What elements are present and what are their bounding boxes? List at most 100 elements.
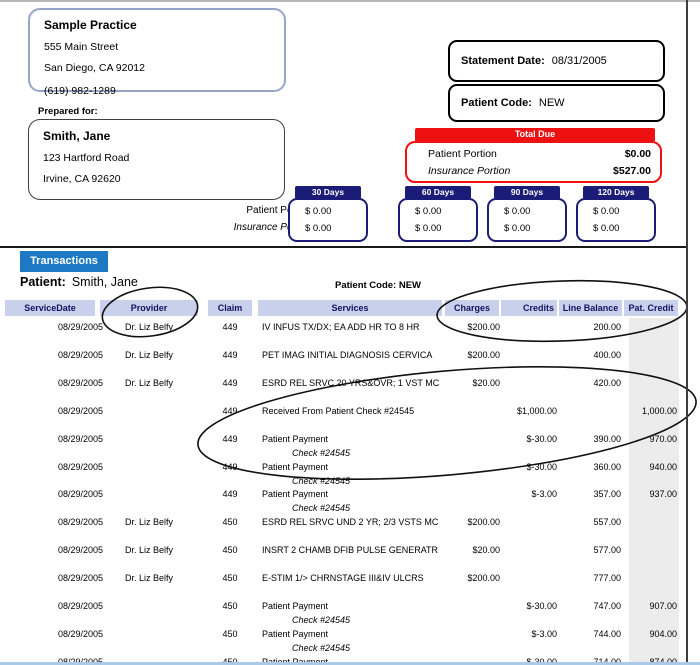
cell-service-date: 08/29/2005 xyxy=(58,349,104,360)
cell-line-balance: 400.00 xyxy=(593,349,621,360)
table-row: 08/29/2005 Dr. Liz Belfy 449 IV INFUS TX… xyxy=(0,320,700,348)
column-header-credits: Credits xyxy=(501,300,557,316)
cell-service-date: 08/29/2005 xyxy=(58,489,104,500)
cell-claim: 449 xyxy=(222,489,238,500)
cell-credits: $-30.00 xyxy=(526,433,557,444)
patient-address-box: Smith, Jane 123 Hartford Road Irvine, CA… xyxy=(28,119,285,200)
cell-service-date: 08/29/2005 xyxy=(58,601,104,611)
transactions-patient-code: Patient Code: NEW xyxy=(335,280,422,291)
table-row: 08/29/2005 450 Patient Payment Check #24… xyxy=(0,655,700,665)
cell-service: Patient Payment xyxy=(262,433,329,444)
column-header-claim: Claim xyxy=(208,300,252,316)
cell-line-balance: 557.00 xyxy=(593,517,621,528)
aging-bucket-box: $ 0.00 $ 0.00 xyxy=(576,198,656,242)
cell-provider: Dr. Liz Belfy xyxy=(124,322,173,332)
cell-pat-credit: 940.00 xyxy=(649,461,677,472)
total-due-insurance-label: Insurance Portion xyxy=(428,165,511,177)
cell-credits: $-3.00 xyxy=(531,489,557,500)
aging-insurance-label: Insurance Portion xyxy=(233,222,312,233)
aging-bucket-label: 30 Days xyxy=(295,186,361,198)
cell-line-balance: 577.00 xyxy=(593,545,621,556)
cell-check-note: Check #24545 xyxy=(292,503,351,514)
cell-credits: $-30.00 xyxy=(526,601,557,611)
cell-credits: $1,000.00 xyxy=(516,405,557,416)
cell-pat-credit: 907.00 xyxy=(649,601,677,611)
aging-patient-label: Patient Portion xyxy=(246,205,312,216)
cell-line-balance: 357.00 xyxy=(593,489,621,500)
cell-charges: $200.00 xyxy=(467,573,500,584)
cell-provider: Dr. Liz Belfy xyxy=(124,573,173,584)
cell-line-balance: 714.00 xyxy=(593,656,621,665)
cell-pat-credit: 874.00 xyxy=(649,656,677,665)
cell-line-balance: 420.00 xyxy=(593,377,621,388)
cell-service-date: 08/29/2005 xyxy=(58,433,104,444)
cell-service: Patient Payment xyxy=(262,489,329,500)
cell-provider: Dr. Liz Belfy xyxy=(124,517,173,528)
aging-bucket-label: 120 Days xyxy=(583,186,649,198)
tab-transactions[interactable]: Transactions xyxy=(20,251,108,272)
cell-provider: Dr. Liz Belfy xyxy=(124,377,173,388)
aging-bucket-box: $ 0.00 $ 0.00 xyxy=(288,198,368,242)
cell-claim: 450 xyxy=(222,601,238,611)
aging-bucket: 90 Days $ 0.00 $ 0.00 xyxy=(487,186,567,242)
cell-service-date: 08/29/2005 xyxy=(58,628,104,639)
window-right-edge xyxy=(686,0,688,662)
column-header-line-balance: Line Balance xyxy=(559,300,622,316)
cell-pat-credit: 937.00 xyxy=(649,489,677,500)
cell-service: ESRD REL SRVC UND 2 YR; 2/3 VSTS MC xyxy=(262,517,439,528)
cell-service: ESRD REL SRVC 20 YRS&OVR; 1 VST MC xyxy=(262,377,440,388)
cell-pat-credit: 904.00 xyxy=(649,628,677,639)
column-header-provider: Provider xyxy=(100,300,198,316)
cell-line-balance: 777.00 xyxy=(593,573,621,584)
cell-service-date: 08/29/2005 xyxy=(58,405,104,416)
aging-bucket: 60 Days $ 0.00 $ 0.00 xyxy=(398,186,478,242)
aging-bucket-label: 90 Days xyxy=(494,186,560,198)
cell-line-balance: 744.00 xyxy=(593,628,621,639)
patient-address-line2: Irvine, CA 92620 xyxy=(43,173,121,185)
column-header-servicedate: ServiceDate xyxy=(5,300,95,316)
practice-info-box: Sample Practice 555 Main Street San Dieg… xyxy=(28,8,286,97)
cell-service-date: 08/29/2005 xyxy=(58,545,104,556)
column-header-pat-credit: Pat. Credit xyxy=(624,300,678,316)
cell-claim: 449 xyxy=(222,461,238,472)
column-header-services: Services xyxy=(258,300,442,316)
table-row: 08/29/2005 449 Patient Payment Check #24… xyxy=(0,487,700,515)
table-row: 08/29/2005 Dr. Liz Belfy 450 ESRD REL SR… xyxy=(0,515,700,543)
cell-provider: Dr. Liz Belfy xyxy=(124,545,173,556)
cell-service: IV INFUS TX/DX; EA ADD HR TO 8 HR xyxy=(262,322,420,332)
table-row: 08/29/2005 449 Patient Payment Check #24… xyxy=(0,460,700,488)
cell-service-date: 08/29/2005 xyxy=(58,656,104,665)
patient-code-label: Patient Code: xyxy=(461,97,532,109)
aging-bucket-insurance-amount: $ 0.00 xyxy=(415,223,442,234)
total-due-patient-label: Patient Portion xyxy=(428,148,497,160)
patient-label: Patient: xyxy=(20,275,66,289)
column-header-charges: Charges xyxy=(445,300,499,316)
aging-bucket-patient-amount: $ 0.00 xyxy=(593,206,620,217)
practice-address-line2: San Diego, CA 92012 xyxy=(44,62,145,74)
aging-bucket-box: $ 0.00 $ 0.00 xyxy=(398,198,478,242)
cell-pat-credit: 970.00 xyxy=(649,433,677,444)
cell-check-note: Check #24545 xyxy=(292,447,351,458)
cell-claim: 450 xyxy=(222,628,238,639)
cell-pat-credit: 1,000.00 xyxy=(641,405,677,416)
cell-check-note: Check #24545 xyxy=(292,615,351,625)
cell-credits: $-3.00 xyxy=(531,628,557,639)
aging-bucket-box: $ 0.00 $ 0.00 xyxy=(487,198,567,242)
aging-row-labels: Patient Portion Insurance Portion xyxy=(160,202,312,236)
cell-claim: 450 xyxy=(222,517,238,528)
section-divider xyxy=(0,246,688,248)
aging-bucket-insurance-amount: $ 0.00 xyxy=(593,223,620,234)
cell-charges: $20.00 xyxy=(472,545,500,556)
patient-name-value: Smith, Jane xyxy=(71,275,138,289)
table-row: 08/29/2005 Dr. Liz Belfy 449 ESRD REL SR… xyxy=(0,376,700,404)
patient-code-value: NEW xyxy=(538,97,565,109)
cell-charges: $200.00 xyxy=(467,349,500,360)
aging-bucket-insurance-amount: $ 0.00 xyxy=(504,223,531,234)
cell-service: Patient Payment xyxy=(262,656,329,665)
cell-claim: 450 xyxy=(222,545,238,556)
table-row: 08/29/2005 449 Received From Patient Che… xyxy=(0,404,700,432)
patient-code-box: Patient Code: NEW xyxy=(448,84,665,122)
total-due-box: Patient Portion $0.00 Insurance Portion … xyxy=(405,141,662,183)
total-due-insurance-amount: $527.00 xyxy=(613,165,651,177)
cell-service-date: 08/29/2005 xyxy=(58,573,104,584)
